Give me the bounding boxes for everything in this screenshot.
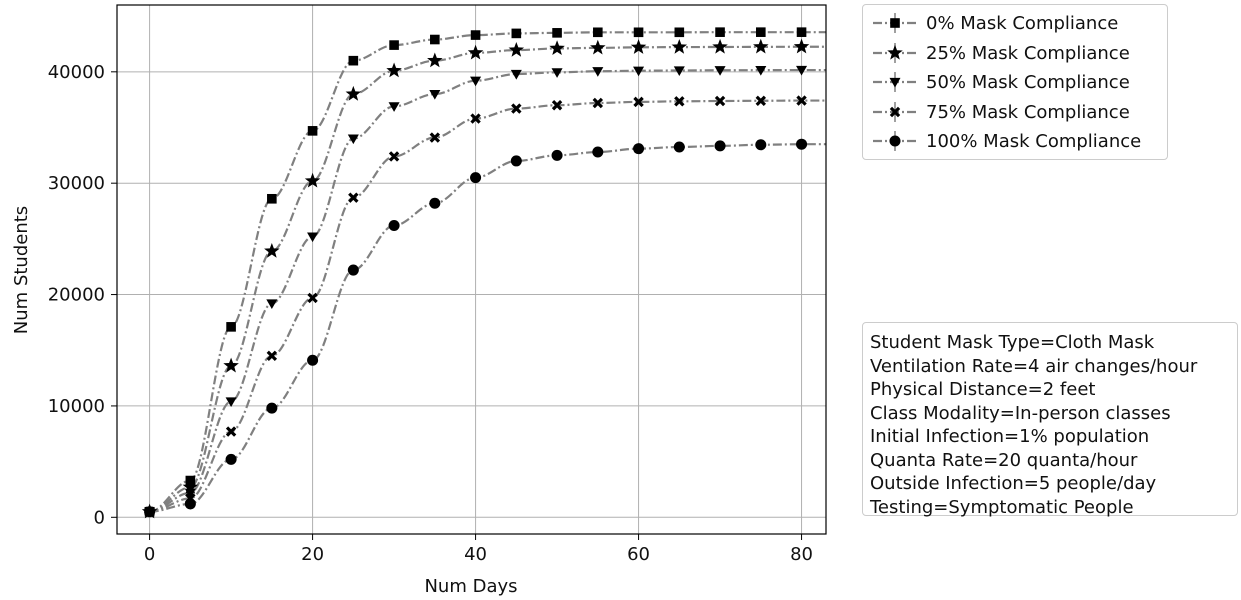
data-point — [715, 27, 725, 37]
annotation-line: Initial Infection=1% population — [870, 425, 1237, 449]
data-point — [307, 233, 318, 243]
data-point — [226, 322, 236, 332]
data-point — [715, 140, 726, 151]
data-point — [389, 40, 399, 50]
y-tick-label: 30000 — [48, 173, 105, 194]
annotation-line: Testing=Symptomatic People — [870, 496, 1237, 520]
legend-entry: 25% Mask Compliance — [863, 38, 1167, 67]
data-point — [712, 39, 728, 54]
data-point — [226, 454, 237, 465]
series-line — [150, 47, 826, 512]
legend-swatch — [871, 9, 919, 37]
y-tick-label: 0 — [94, 507, 105, 528]
data-point — [674, 141, 685, 152]
x-tick-label: 80 — [790, 544, 813, 565]
data-point — [470, 172, 481, 183]
x-tick-label: 60 — [627, 544, 650, 565]
annotation-line: Physical Distance=2 feet — [870, 378, 1237, 402]
data-point — [390, 152, 398, 160]
legend-entry: 0% Mask Compliance — [863, 8, 1167, 37]
data-point — [349, 56, 359, 66]
series-line — [150, 144, 826, 512]
annotation-line: Ventilation Rate=4 air changes/hour — [870, 355, 1237, 379]
data-point — [307, 355, 318, 366]
data-point — [755, 139, 766, 150]
legend-label: 100% Mask Compliance — [926, 131, 1141, 152]
y-tick-label: 10000 — [48, 396, 105, 417]
data-point — [430, 35, 440, 45]
data-point — [308, 126, 318, 136]
legend-swatch — [871, 98, 919, 126]
y-axis-ticks: 0 10000 20000 30000 40000 — [48, 62, 117, 528]
data-point — [593, 27, 603, 37]
legend-label: 75% Mask Compliance — [926, 102, 1130, 123]
data-point — [185, 498, 196, 509]
data-point — [675, 27, 685, 37]
legend-entry: 100% Mask Compliance — [863, 126, 1167, 155]
legend-marker — [889, 136, 900, 147]
grid-lines — [117, 5, 826, 534]
data-point — [348, 265, 359, 276]
y-axis-label: Num Students — [11, 206, 32, 334]
legend-swatch — [871, 68, 919, 96]
data-point — [672, 39, 688, 54]
data-point — [509, 42, 525, 57]
annotation-line: Outside Infection=5 people/day — [870, 472, 1237, 496]
data-point — [267, 194, 277, 204]
legend-entry: 75% Mask Compliance — [863, 97, 1167, 126]
data-point — [512, 29, 522, 39]
data-point — [549, 40, 565, 55]
x-tick-label: 40 — [464, 544, 487, 565]
legend-label: 0% Mask Compliance — [926, 13, 1118, 34]
x-axis-ticks: 0 20 40 60 80 — [144, 534, 813, 565]
data-point — [471, 30, 481, 40]
data-point — [427, 53, 443, 68]
data-point — [753, 39, 769, 54]
data-point — [266, 403, 277, 414]
data-point — [796, 139, 807, 150]
data-point — [590, 40, 606, 55]
legend-entry: 50% Mask Compliance — [863, 67, 1167, 96]
data-point — [634, 27, 644, 37]
data-point — [633, 143, 644, 154]
data-point — [348, 135, 359, 145]
legend-label: 50% Mask Compliance — [926, 72, 1130, 93]
data-point — [756, 27, 766, 37]
data-point — [552, 150, 563, 161]
annotation-line: Quanta Rate=20 quanta/hour — [870, 449, 1237, 473]
data-point — [144, 506, 155, 517]
x-tick-label: 0 — [144, 544, 155, 565]
legend: 0% Mask Compliance 25% Mask Compliance 50%… — [862, 4, 1168, 160]
legend-marker — [890, 18, 900, 28]
y-tick-label: 40000 — [48, 62, 105, 83]
data-point — [592, 146, 603, 157]
data-point — [429, 198, 440, 209]
series-line — [150, 70, 826, 512]
annotation-line: Student Mask Type=Cloth Mask — [870, 331, 1237, 355]
y-tick-label: 20000 — [48, 285, 105, 306]
legend-label: 25% Mask Compliance — [926, 43, 1130, 64]
data-point — [389, 220, 400, 231]
data-point — [386, 63, 402, 78]
data-point — [552, 28, 562, 38]
parameter-annotation-box: Student Mask Type=Cloth Mask Ventilation… — [862, 322, 1238, 516]
data-point — [797, 27, 807, 37]
legend-swatch — [871, 127, 919, 155]
annotation-line: Class Modality=In-person classes — [870, 402, 1237, 426]
plot-frame — [117, 5, 826, 534]
legend-swatch — [871, 39, 919, 67]
data-point — [511, 155, 522, 166]
x-tick-label: 20 — [301, 544, 324, 565]
x-axis-label: Num Days — [424, 576, 517, 597]
line-chart: 0 20 40 60 80 0 10000 20000 30000 40000 Num Days… — [0, 0, 860, 600]
